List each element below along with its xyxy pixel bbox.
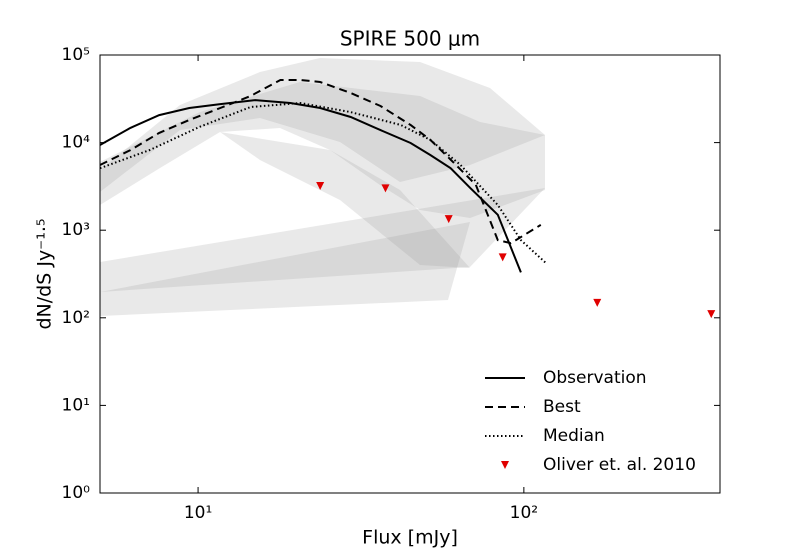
y-tick-label: 10⁰ bbox=[62, 483, 91, 503]
y-tick-label: 10² bbox=[62, 308, 90, 328]
legend-marker bbox=[501, 461, 509, 469]
y-tick-label: 10³ bbox=[62, 220, 90, 240]
data-point bbox=[498, 253, 507, 262]
data-point bbox=[707, 310, 716, 319]
data-line bbox=[99, 79, 542, 245]
data-point bbox=[593, 298, 602, 307]
y-tick-label: 10⁵ bbox=[62, 45, 90, 65]
y-tick-label: 10¹ bbox=[62, 395, 90, 415]
legend-label: Oliver et. al. 2010 bbox=[543, 455, 696, 475]
data-line bbox=[99, 99, 522, 273]
x-axis-label: Flux [mJy] bbox=[362, 527, 458, 549]
data-point bbox=[444, 215, 453, 224]
band bbox=[220, 132, 470, 268]
data-line bbox=[99, 101, 547, 264]
chart-title: SPIRE 500 μm bbox=[340, 27, 480, 51]
uncertainty-bands bbox=[100, 58, 545, 316]
band bbox=[100, 58, 545, 218]
legend-label: Median bbox=[543, 426, 605, 446]
legend-label: Best bbox=[543, 397, 581, 417]
legend-label: Observation bbox=[543, 368, 647, 388]
data-point bbox=[316, 181, 325, 190]
x-tick-label: 10² bbox=[510, 503, 538, 523]
x-tick-label: 10¹ bbox=[184, 503, 212, 523]
band bbox=[100, 82, 545, 192]
y-axis-label: dN/dS Jy⁻¹·⁵ bbox=[34, 219, 56, 330]
band bbox=[100, 188, 545, 292]
y-tick-label: 10⁴ bbox=[62, 133, 91, 153]
plot-frame bbox=[99, 54, 721, 494]
band bbox=[100, 222, 470, 316]
data-point bbox=[381, 184, 390, 193]
